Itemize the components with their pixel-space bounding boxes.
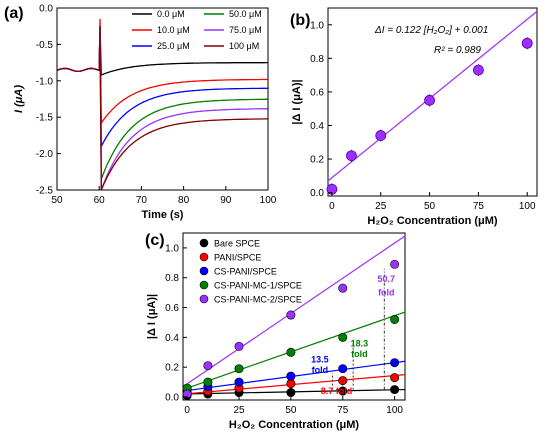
data-point-b-1 xyxy=(346,150,357,162)
y-tick-label-c-4: 0.8 xyxy=(165,273,179,284)
plot-a-frame xyxy=(56,7,269,191)
legend-c-marker-3 xyxy=(199,280,209,290)
x-tick-label-a-0: 50 xyxy=(51,195,63,206)
x-tick-label-c-0: 0 xyxy=(184,405,190,416)
x-tick-label-c-3: 75 xyxy=(337,405,349,416)
data-point-c-3-5 xyxy=(390,314,400,324)
x-tick-label-a-2: 70 xyxy=(136,195,148,206)
data-point-c-2-4 xyxy=(338,364,348,374)
y-tick-label-c-2: 0.4 xyxy=(165,333,179,344)
data-point-c-4-3 xyxy=(286,310,296,320)
y-tick-label-a-2: -1.0 xyxy=(36,76,54,87)
legend-c-label-1: PANI/SPCE xyxy=(214,253,261,263)
data-point-c-1-3 xyxy=(286,379,296,389)
legend-a-label-2: 25.0 μM xyxy=(157,41,190,51)
legend-a-label-4: 75.0 μM xyxy=(229,25,262,35)
y-tick-label-b-5: 1.0 xyxy=(310,20,324,31)
y-tick-label-c-0: 0.0 xyxy=(165,393,179,404)
data-point-c-4-1 xyxy=(203,361,213,371)
panel-a-label: (a) xyxy=(4,5,24,22)
x-axis-title-a: Time (s) xyxy=(142,209,184,221)
legend-a-label-1: 10.0 μM xyxy=(157,25,190,35)
legend-c-label-2: CS-PANI/SPCE xyxy=(214,267,277,277)
x-tick-label-a-5: 100 xyxy=(260,195,277,206)
fold-annotation-4: fold xyxy=(351,349,368,359)
y-tick-label-a-0: 0.0 xyxy=(39,4,53,15)
data-point-c-0-4 xyxy=(338,386,348,396)
y-tick-label-c-3: 0.6 xyxy=(165,303,179,314)
fold-annotation-5: 50.7 xyxy=(378,274,396,284)
fold-annotation-6: fold xyxy=(378,288,395,298)
x-tick-label-c-2: 50 xyxy=(285,405,297,416)
data-point-b-4 xyxy=(473,64,484,76)
data-point-b-2 xyxy=(375,130,387,141)
x-tick-label-a-3: 80 xyxy=(178,195,190,206)
data-point-c-3-2 xyxy=(234,364,244,374)
legend-c-label-4: CS-PANI-MC-2/SPCE xyxy=(214,295,302,305)
data-point-c-4-4 xyxy=(338,283,348,293)
fold-annotation-3: 18.3 xyxy=(351,338,369,348)
data-point-c-1-5 xyxy=(390,373,400,383)
y-tick-label-b-4: 0.8 xyxy=(310,54,324,65)
data-point-c-0-5 xyxy=(390,385,400,395)
legend-c-marker-0 xyxy=(199,238,209,248)
legend-a-label-0: 0.0 μM xyxy=(157,9,185,19)
legend-c-label-0: Bare SPCE xyxy=(214,239,260,249)
y-axis-title-a: I (μA) xyxy=(13,85,25,113)
legend-c-marker-4 xyxy=(199,294,209,304)
data-point-c-2-2 xyxy=(234,377,244,387)
data-point-c-3-4 xyxy=(338,332,348,342)
y-tick-label-c-1: 0.2 xyxy=(165,363,179,374)
legend-c-marker-2 xyxy=(199,266,209,276)
y-tick-label-b-2: 0.4 xyxy=(310,121,324,132)
fold-annotation-0: 8.7 fold xyxy=(321,386,353,396)
data-point-c-3-3 xyxy=(286,347,296,357)
data-point-b-5 xyxy=(521,37,533,49)
x-tick-label-b-3: 75 xyxy=(473,201,485,212)
y-tick-label-a-5: -2.5 xyxy=(36,186,54,197)
y-tick-label-b-1: 0.2 xyxy=(310,155,324,166)
data-point-c-1-4 xyxy=(338,376,348,386)
x-axis-title-b: H₂O₂ Concentration (μM) xyxy=(367,215,498,227)
y-tick-label-a-3: -1.5 xyxy=(36,113,54,124)
data-point-c-2-5 xyxy=(390,358,400,368)
fold-annotation-2: fold xyxy=(312,365,329,375)
fit-line-c-4 xyxy=(182,235,406,388)
x-tick-label-c-1: 25 xyxy=(233,405,245,416)
x-tick-label-a-4: 90 xyxy=(220,195,232,206)
y-tick-label-a-4: -2.0 xyxy=(36,149,54,160)
data-point-c-2-3 xyxy=(286,371,296,381)
regression-equation-b: ΔI = 0.122 [H₂O₂] + 0.001 xyxy=(374,25,488,36)
panel-b-label: (b) xyxy=(290,12,310,29)
y-tick-label-b-3: 0.6 xyxy=(310,87,324,98)
fold-annotation-1: 13.5 xyxy=(311,355,329,365)
legend-c-label-3: CS-PANI-MC-1/SPCE xyxy=(214,281,302,291)
x-tick-label-b-2: 50 xyxy=(424,201,436,212)
legend-c-marker-1 xyxy=(199,252,209,262)
legend-a-label-5: 100 μM xyxy=(229,41,259,51)
legend-a-label-3: 50.0 μM xyxy=(229,9,262,19)
x-tick-label-b-0: 0 xyxy=(329,201,335,212)
plot-c-frame xyxy=(182,232,406,401)
x-tick-label-b-4: 100 xyxy=(519,201,536,212)
data-point-b-3 xyxy=(424,94,435,106)
y-tick-label-a-1: -0.5 xyxy=(36,40,54,51)
y-tick-label-b-0: 0.0 xyxy=(310,188,324,199)
plot-b-frame xyxy=(327,7,538,197)
data-point-c-0-3 xyxy=(286,388,296,398)
data-point-c-4-2 xyxy=(234,341,244,351)
x-tick-label-a-1: 60 xyxy=(94,195,106,206)
x-tick-label-b-1: 25 xyxy=(375,201,387,212)
y-tick-label-c-5: 1.0 xyxy=(165,243,179,254)
trace-5 xyxy=(57,26,268,190)
data-point-c-3-1 xyxy=(203,377,213,387)
panel-c-label: (c) xyxy=(145,232,165,249)
x-tick-label-c-4: 100 xyxy=(386,405,403,416)
x-axis-title-c: H₂O₂ Concentration (μM) xyxy=(229,419,360,431)
y-axis-title-b: |Δ I (μA)| xyxy=(291,79,303,124)
r-squared-b: R² = 0.989 xyxy=(434,45,481,56)
data-point-c-4-5 xyxy=(390,259,400,269)
y-axis-title-c: |Δ I (μA)| xyxy=(146,294,158,339)
